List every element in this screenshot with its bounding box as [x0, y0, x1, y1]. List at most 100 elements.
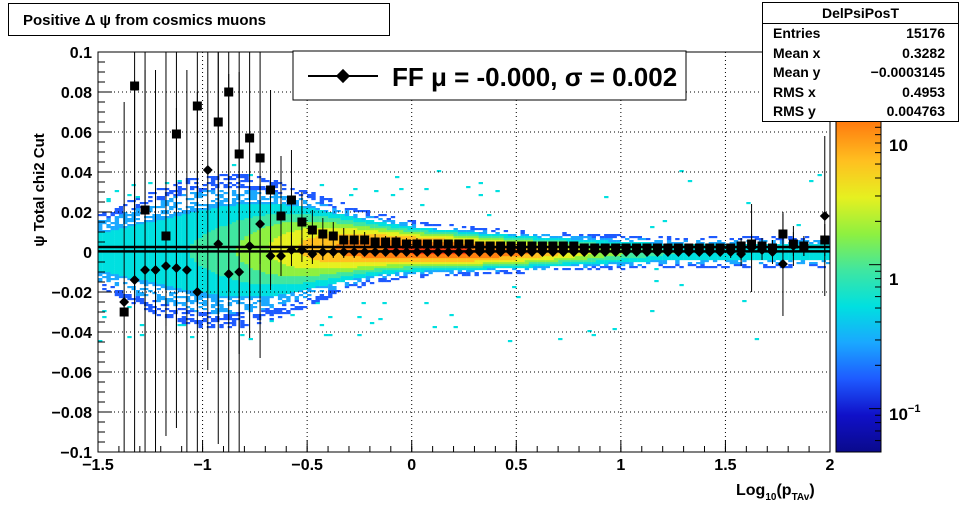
heat-cell	[248, 228, 253, 231]
heat-cell	[499, 262, 504, 265]
heat-cell	[240, 274, 245, 277]
heat-cell	[374, 262, 379, 265]
heat-cell	[763, 252, 768, 255]
heat-cell	[286, 272, 291, 275]
heat-cell	[190, 224, 195, 227]
heat-cell	[215, 228, 220, 231]
heat-cell	[487, 272, 492, 275]
heat-cell	[298, 274, 304, 277]
heat-cell	[520, 260, 525, 263]
heat-cell	[190, 236, 195, 239]
heat-cell	[804, 258, 810, 261]
heat-cell	[131, 212, 136, 215]
heat-cell	[524, 266, 530, 269]
heat-cell	[231, 216, 237, 219]
heat-cell	[118, 230, 124, 233]
heat-cell	[449, 256, 454, 259]
heat-cell	[386, 254, 391, 257]
heat-cell	[256, 188, 262, 191]
heat-cell	[231, 240, 237, 243]
heat-cell	[683, 240, 688, 243]
heat-cell	[595, 260, 601, 263]
heat-cell	[298, 230, 304, 233]
heat-cell	[349, 194, 354, 197]
heat-cell	[566, 244, 571, 247]
heat-cell	[215, 284, 220, 287]
heat-cell	[608, 234, 613, 237]
heat-cell	[307, 288, 312, 291]
heat-cell	[349, 226, 354, 229]
heat-cell	[102, 248, 107, 251]
heat-cell	[290, 264, 295, 267]
heat-cell	[152, 220, 157, 223]
heat-cell	[545, 244, 550, 247]
heat-cell	[160, 242, 166, 245]
heat-cell	[265, 218, 270, 221]
heat-cell	[520, 256, 525, 259]
heat-cell	[185, 322, 191, 325]
heat-cell	[323, 282, 329, 285]
heat-cell	[277, 282, 283, 285]
heat-cell	[503, 252, 509, 255]
heat-cell	[160, 280, 166, 283]
heat-cell	[399, 226, 404, 229]
heat-cell	[424, 232, 429, 235]
heat-cell	[261, 294, 266, 297]
heat-cell	[369, 258, 375, 261]
heat-cell	[248, 220, 253, 223]
heat-cell	[269, 238, 274, 241]
heat-cell	[712, 260, 718, 263]
heat-cell	[202, 302, 207, 305]
heat-cell	[407, 234, 412, 237]
heat-cell	[181, 258, 187, 261]
heat-cell	[269, 216, 274, 219]
heat-cell	[461, 258, 467, 261]
heat-cell	[361, 230, 366, 233]
heat-cell	[256, 210, 262, 213]
heat-cell	[210, 182, 216, 185]
heat-cell	[148, 228, 153, 231]
heat-cell	[131, 286, 136, 289]
heat-cell	[336, 258, 341, 261]
heat-cell	[436, 264, 442, 267]
heat-cell	[210, 200, 216, 203]
heat-cell	[436, 268, 442, 271]
heat-cell	[231, 190, 237, 193]
heat-cell	[612, 260, 617, 263]
heat-cell	[215, 292, 220, 295]
heat-cell	[474, 232, 479, 235]
heat-cell	[236, 240, 241, 243]
heat-cell	[160, 196, 166, 199]
heat-cell	[503, 238, 509, 241]
heat-cell	[181, 242, 187, 245]
heat-cell	[290, 288, 295, 291]
heat-cell	[378, 224, 383, 227]
heat-cell	[98, 340, 103, 343]
heat-cell	[256, 296, 262, 299]
heat-cell	[608, 262, 613, 265]
heat-cell	[219, 220, 224, 223]
heat-cell	[244, 218, 249, 221]
heat-cell	[570, 238, 576, 241]
heat-cell	[466, 230, 471, 233]
heat-cell	[106, 230, 111, 233]
heat-cell	[173, 288, 178, 291]
heat-cell	[432, 256, 437, 259]
heat-cell	[336, 210, 341, 213]
heat-cell	[98, 230, 103, 233]
heat-cell	[156, 236, 161, 239]
heat-cell	[424, 228, 429, 231]
heat-cell	[273, 240, 279, 243]
heat-cell	[328, 240, 333, 243]
heat-cell	[796, 262, 801, 265]
heat-cell	[553, 258, 559, 261]
heat-cell	[131, 232, 136, 235]
heat-cell	[323, 278, 329, 281]
heat-cell	[411, 262, 417, 265]
heat-cell	[315, 262, 320, 265]
heat-cell	[127, 230, 132, 233]
heat-cell	[587, 330, 592, 333]
heat-cell	[227, 176, 233, 179]
heat-cell	[269, 228, 274, 231]
heat-cell	[177, 272, 182, 275]
